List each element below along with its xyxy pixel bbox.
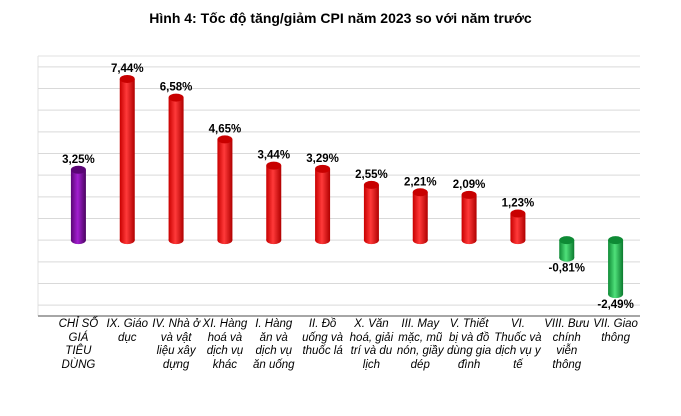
bar-base [510,236,526,245]
category-label: III. May mặc, mũ nón, giầy dép [396,318,444,371]
bar [315,168,331,241]
data-label: 3,29% [306,153,339,165]
data-label: 2,55% [355,169,388,181]
data-label: 3,25% [62,154,95,166]
bar [266,165,282,241]
bar [119,78,135,241]
category-label: XI. Hàng hoá và dịch vụ khác [202,318,248,371]
bar-base [315,236,331,245]
category-label: VIII. Bưu chính viễn thông [544,318,590,371]
bar-cap [510,209,526,218]
category-label: II. Đồ uống và thuốc lá [302,318,344,357]
category-label: VII. Giao thông [593,318,638,344]
bar-cap [119,74,135,83]
bar-base [70,236,86,245]
bar-base [217,236,233,245]
bar-base [608,290,624,299]
bar-cap [217,135,233,144]
data-label: 1,23% [502,198,535,210]
data-label: 2,09% [453,179,486,191]
bar-cap [559,236,575,245]
bar-cap [266,161,282,170]
bar [217,139,233,241]
bar-base [363,236,379,245]
data-label: -0,81% [549,263,585,275]
bar-base [461,236,477,245]
category-label: IX. Giáo dục [106,318,149,344]
bar [168,97,184,241]
data-label: 2,21% [404,176,437,188]
bar-cap [168,93,184,102]
bar [510,213,526,241]
bar-base [119,236,135,245]
data-label: 6,58% [160,82,193,94]
bar [363,184,379,241]
bar [608,240,624,295]
bar-base [412,236,428,245]
category-label: IV. Nhà ở và vật liệu xây dựng [152,318,200,371]
bar [412,192,428,241]
category-label: X. Văn hoá, giải trí và du lịch [349,318,394,371]
data-label: 7,44% [111,63,144,75]
data-label: 4,65% [209,123,242,135]
category-label: I. Hàng ăn và dịch vụ ăn uống [252,318,295,371]
category-label: CHỈ SỐ GIÁ TIÊU DÙNG [58,318,99,371]
bar-cap [461,190,477,199]
category-label: V. Thiết bị và đồ dùng gia đình [447,318,492,371]
bar-cap [70,165,86,174]
data-label: 3,44% [257,150,290,162]
chart-title: Hình 4: Tốc độ tăng/giảm CPI năm 2023 so… [149,10,532,26]
bar-cap [608,236,624,245]
bar-base [168,236,184,245]
bar-cap [363,180,379,189]
data-label: -2,49% [597,299,633,311]
bar [70,169,86,241]
bar-cap [412,188,428,197]
category-label: VI. Thuốc và dịch vụ y tế [494,318,542,371]
bar-cap [315,164,331,173]
bar [461,194,477,241]
bar-base [266,236,282,245]
bar [559,240,575,258]
bar-base [559,253,575,262]
